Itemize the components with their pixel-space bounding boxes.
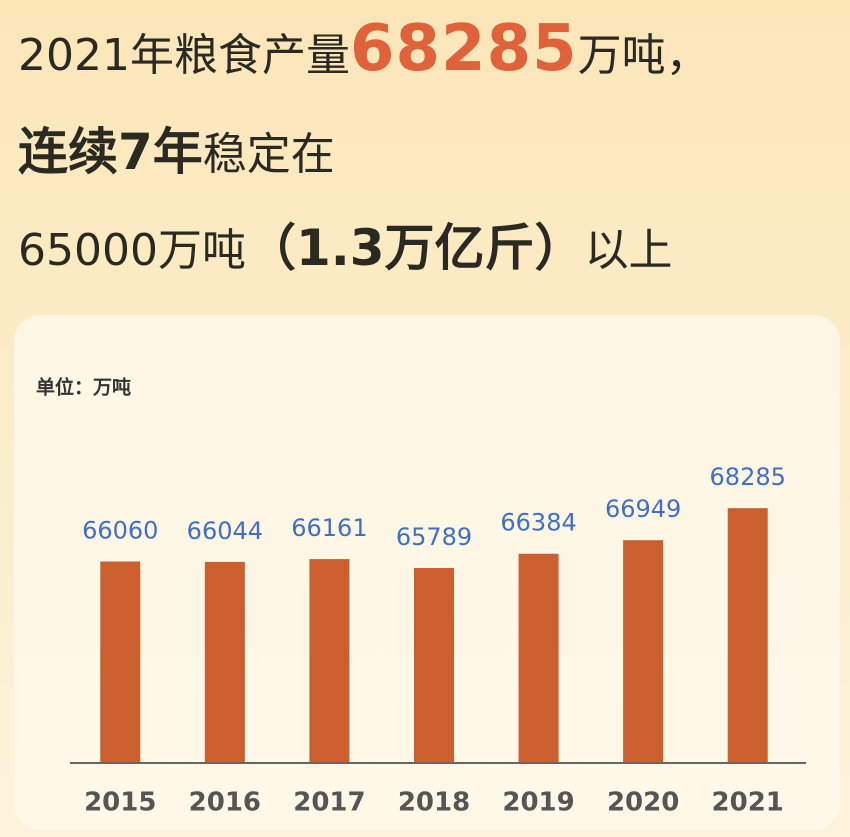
headline-text: 稳定在 xyxy=(202,129,335,180)
headline-text: 万吨， xyxy=(577,30,710,81)
x-tick-label: 2018 xyxy=(398,788,470,818)
data-label: 66060 xyxy=(82,517,158,545)
bar xyxy=(518,553,559,762)
x-tick-label: 2017 xyxy=(293,788,365,818)
data-label: 66384 xyxy=(500,509,576,537)
x-tick-label: 2016 xyxy=(189,788,261,818)
headline-text: 65000万吨 xyxy=(18,225,246,276)
data-label: 66044 xyxy=(187,517,263,545)
headline-line: 连续7年稳定在 xyxy=(18,112,335,184)
headline-bold: （1.3万亿斤） xyxy=(245,219,585,277)
headline-number: 68285 xyxy=(349,12,578,86)
bar xyxy=(727,508,768,762)
bar xyxy=(623,540,664,762)
bar xyxy=(414,568,454,762)
headline-line: 65000万吨（1.3万亿斤）以上 xyxy=(18,208,673,280)
x-tick-label: 2021 xyxy=(712,788,784,818)
data-label: 65789 xyxy=(396,523,472,551)
data-label: 68285 xyxy=(710,463,786,491)
headline-text: 2021年粮食产量 xyxy=(18,30,350,81)
x-tick-label: 2020 xyxy=(607,788,679,818)
bar xyxy=(309,559,350,762)
headline-text: 以上 xyxy=(584,225,673,276)
x-tick-label: 2019 xyxy=(502,788,574,818)
unit-label: 单位：万吨 xyxy=(36,376,131,399)
x-tick-label: 2015 xyxy=(84,788,156,818)
headline-bold: 连续7年 xyxy=(18,123,203,181)
data-label: 66161 xyxy=(291,514,367,542)
bar xyxy=(204,561,245,762)
data-label: 66949 xyxy=(605,495,681,523)
headline-line: 2021年粮食产量68285万吨， xyxy=(18,12,710,86)
bar xyxy=(100,561,141,762)
